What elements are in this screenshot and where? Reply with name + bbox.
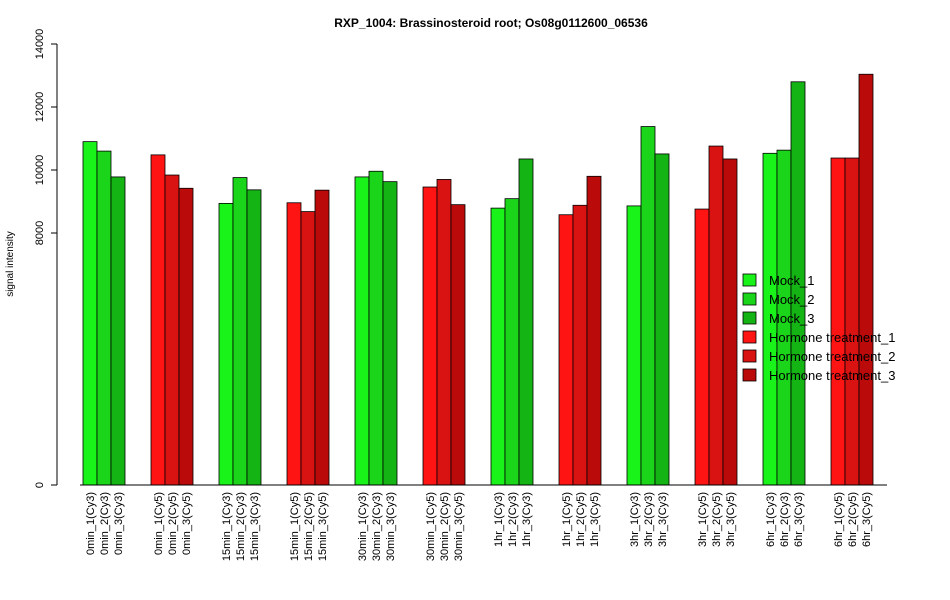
- x-tick-label: 15min_3(Cy3): [249, 492, 261, 561]
- x-tick-label: 1hr_1(Cy3): [493, 492, 505, 547]
- legend-label: Hormone treatment_2: [769, 349, 895, 364]
- bar: [314, 189, 330, 486]
- bars: [80, 73, 887, 486]
- bar: [858, 73, 874, 486]
- x-tick-label: 3hr_2(Cy5): [711, 492, 723, 547]
- x-tick-labels: 0min_1(Cy3) 0min_2(Cy3) 0min_3(Cy3) 0min_1(…: [85, 492, 873, 561]
- legend-label: Hormone treatment_1: [769, 330, 895, 345]
- x-tick-label: 0min_2(Cy5): [167, 492, 179, 555]
- x-tick-label: 6hr_3(Cy5): [861, 492, 873, 547]
- x-tick-label: 15min_2(Cy5): [303, 492, 315, 561]
- bar: [82, 141, 98, 486]
- bar: [286, 202, 302, 486]
- x-tick-label: 1hr_2(Cy5): [575, 492, 587, 547]
- x-tick-label: 30min_2(Cy3): [371, 492, 383, 561]
- bar: [110, 176, 126, 486]
- x-tick-label: 3hr_3(Cy3): [657, 492, 669, 547]
- x-tick-label: 1hr_3(Cy3): [521, 492, 533, 547]
- bar: [422, 186, 438, 486]
- legend-swatch: [742, 273, 757, 287]
- x-tick-label: 0min_2(Cy3): [99, 492, 111, 555]
- x-tick-label: 3hr_2(Cy3): [643, 492, 655, 547]
- bar: [572, 204, 588, 486]
- x-tick-label: 3hr_1(Cy3): [629, 492, 641, 547]
- bar: [232, 177, 248, 486]
- legend: Mock_1 Mock_2 Mock_3 Hormone treatment_1 Hor…: [742, 273, 895, 383]
- y-axis: 0 8000 10000 12000 14000: [34, 29, 58, 488]
- legend-label: Mock_2: [769, 292, 815, 307]
- bar: [436, 179, 452, 486]
- y-tick-label: 0: [34, 482, 46, 488]
- bar: [654, 153, 670, 486]
- x-tick-label: 1hr_3(Cy5): [589, 492, 601, 547]
- x-tick-label: 30min_1(Cy5): [425, 492, 437, 561]
- legend-label: Mock_3: [769, 311, 815, 326]
- legend-label: Mock_1: [769, 273, 815, 288]
- bar: [708, 145, 724, 486]
- x-tick-label: 15min_2(Cy3): [235, 492, 247, 561]
- x-tick-label: 0min_3(Cy3): [113, 492, 125, 555]
- x-tick-label: 6hr_2(Cy3): [779, 492, 791, 547]
- bar: [164, 174, 180, 486]
- bar: [504, 198, 520, 486]
- bar: [626, 205, 642, 486]
- x-tick-label: 1hr_2(Cy3): [507, 492, 519, 547]
- x-tick-label: 15min_1(Cy3): [221, 492, 233, 561]
- x-tick-label: 15min_3(Cy5): [317, 492, 329, 561]
- bar: [150, 154, 166, 486]
- bar: [178, 187, 194, 486]
- bar: [96, 150, 112, 486]
- x-tick-label: 15min_1(Cy5): [289, 492, 301, 561]
- x-tick-label: 6hr_3(Cy3): [793, 492, 805, 547]
- bar: [640, 126, 656, 486]
- bar: [518, 158, 534, 486]
- y-tick-label: 14000: [34, 29, 46, 60]
- bar: [722, 158, 738, 486]
- y-tick-label: 12000: [34, 92, 46, 123]
- bar: [830, 157, 846, 486]
- x-tick-label: 30min_3(Cy3): [385, 492, 397, 561]
- bar: [694, 208, 710, 486]
- x-tick-label: 0min_1(Cy3): [85, 492, 97, 555]
- x-tick-label: 6hr_1(Cy5): [833, 492, 845, 547]
- x-tick-label: 30min_2(Cy5): [439, 492, 451, 561]
- y-tick-label: 8000: [34, 221, 46, 245]
- x-tick-label: 3hr_1(Cy5): [697, 492, 709, 547]
- x-tick-label: 0min_1(Cy5): [153, 492, 165, 555]
- bar: [558, 214, 574, 486]
- bar: [382, 181, 398, 486]
- bar: [450, 204, 466, 486]
- chart-title: RXP_1004: Brassinosteroid root; Os08g011…: [334, 16, 648, 30]
- x-tick-label: 0min_3(Cy5): [181, 492, 193, 555]
- x-tick-label: 3hr_3(Cy5): [725, 492, 737, 547]
- bar: [218, 202, 234, 486]
- x-tick-label: 30min_3(Cy5): [453, 492, 465, 561]
- x-tick-label: 30min_1(Cy3): [357, 492, 369, 561]
- bar: [490, 207, 506, 486]
- bar: [300, 211, 316, 486]
- bar: [246, 189, 262, 486]
- bar: [586, 175, 602, 486]
- bar: [844, 157, 860, 486]
- x-tick-label: 1hr_1(Cy5): [561, 492, 573, 547]
- bar: [354, 176, 370, 486]
- legend-swatch: [742, 311, 757, 325]
- x-tick-label: 6hr_2(Cy5): [847, 492, 859, 547]
- legend-swatch: [742, 330, 757, 344]
- legend-swatch: [742, 292, 757, 306]
- y-tick-label: 10000: [34, 155, 46, 186]
- y-axis-label: signal intensity: [5, 231, 16, 297]
- legend-swatch: [742, 368, 757, 382]
- legend-swatch: [742, 349, 757, 363]
- bar: [368, 170, 384, 486]
- legend-label: Hormone treatment_3: [769, 368, 895, 383]
- x-tick-label: 6hr_1(Cy3): [765, 492, 777, 547]
